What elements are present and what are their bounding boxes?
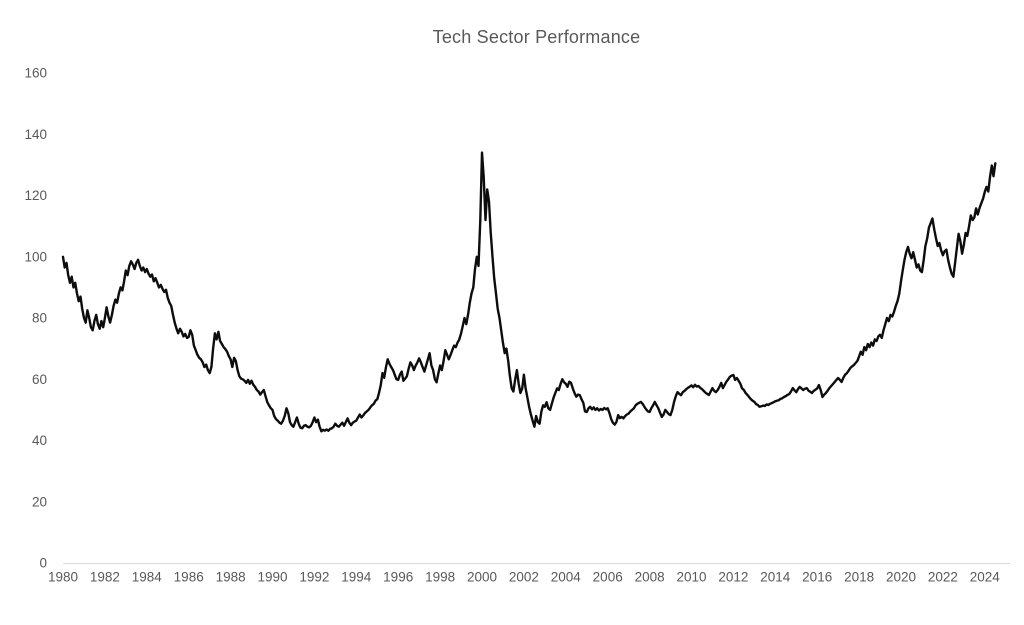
y-tick-label: 120	[24, 188, 47, 203]
x-tick-label: 2002	[509, 570, 539, 585]
x-tick-label: 2022	[928, 570, 958, 585]
y-tick-label: 60	[32, 372, 47, 387]
y-tick-label: 100	[24, 249, 47, 264]
x-tick-label: 1988	[216, 570, 246, 585]
y-tick-label: 160	[24, 66, 47, 81]
x-tick-label: 2012	[718, 570, 748, 585]
x-tick-label: 2010	[676, 570, 706, 585]
x-tick-label: 1996	[383, 570, 413, 585]
y-tick-label: 140	[24, 127, 47, 142]
x-tick-label: 2000	[467, 570, 497, 585]
x-tick-label: 1982	[90, 570, 120, 585]
x-tick-label: 1998	[425, 570, 455, 585]
x-tick-label: 2004	[551, 570, 582, 585]
x-tick-label: 2016	[802, 570, 832, 585]
x-tick-label: 1992	[299, 570, 329, 585]
x-tick-label: 2020	[886, 570, 916, 585]
x-tick-label: 2024	[970, 570, 1001, 585]
tech-sector-series-line	[61, 151, 997, 433]
y-tick-label: 0	[39, 556, 47, 571]
x-tick-label: 2014	[760, 570, 791, 585]
x-tick-label: 2008	[635, 570, 665, 585]
x-tick-label: 1994	[341, 570, 372, 585]
x-tick-label: 2018	[844, 570, 874, 585]
y-tick-label: 40	[32, 433, 47, 448]
x-tick-label: 1984	[132, 570, 163, 585]
x-tick-label: 1986	[174, 570, 204, 585]
x-tick-label: 1990	[257, 570, 287, 585]
y-tick-label: 80	[32, 311, 47, 326]
y-tick-label: 20	[32, 494, 47, 509]
x-tick-label: 2006	[593, 570, 623, 585]
chart-title: Tech Sector Performance	[432, 27, 641, 47]
x-tick-label: 1980	[48, 570, 78, 585]
